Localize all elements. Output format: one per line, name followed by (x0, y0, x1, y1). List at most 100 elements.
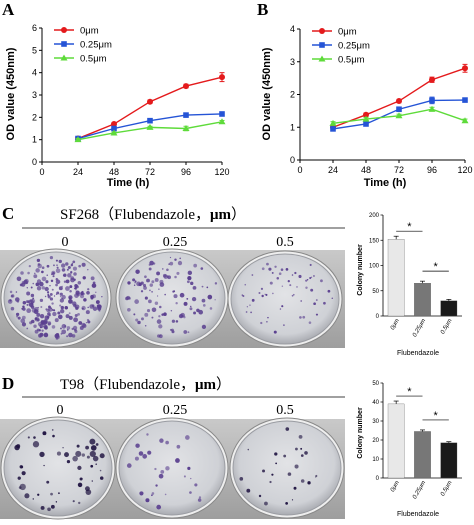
colony (49, 292, 53, 296)
colony (47, 507, 51, 512)
colony (49, 284, 51, 287)
colony (276, 277, 280, 280)
colony (190, 477, 192, 480)
colony (51, 288, 54, 291)
colony (310, 288, 314, 292)
colony (61, 329, 67, 335)
dish-agar (118, 420, 226, 516)
colony (151, 316, 154, 319)
colony (275, 462, 278, 465)
colony (305, 286, 308, 289)
colony (151, 280, 155, 284)
colony (156, 504, 162, 510)
colony (69, 285, 73, 289)
colony (22, 305, 25, 308)
colony (90, 296, 94, 300)
data-point (363, 121, 369, 127)
series-a (74, 72, 226, 143)
colony (173, 294, 178, 299)
data-point (183, 112, 189, 118)
colony (174, 275, 177, 279)
panel-d-conc-2: 0.5 (276, 403, 294, 418)
bar-d-1 (414, 431, 431, 479)
ticks-a: 0 24 48 72 96 120 0 1 2 3 4 5 6 (32, 23, 230, 177)
colony (70, 271, 73, 274)
colony (166, 268, 169, 272)
colony (7, 299, 13, 304)
colony (158, 324, 163, 329)
colony (61, 285, 63, 287)
legend-marker (319, 42, 325, 48)
colony (180, 312, 185, 318)
colony (156, 295, 159, 297)
colony (298, 435, 303, 439)
colony (160, 469, 165, 474)
colony (99, 453, 105, 459)
colony (32, 282, 35, 285)
colony (36, 312, 41, 317)
y-tick-label: 1 (32, 135, 37, 145)
colony (187, 275, 192, 281)
legend-label: 0.25μm (338, 41, 370, 52)
colony (30, 293, 35, 298)
x-tick-label: 0.5μm (440, 480, 454, 497)
x-tick-label: 0.25μm (412, 480, 427, 500)
colony (76, 444, 80, 448)
colony (41, 266, 45, 270)
y-tick-label: 0 (376, 314, 380, 320)
colony (89, 438, 96, 445)
colony (85, 310, 90, 315)
colony (62, 274, 65, 277)
colony (59, 298, 65, 303)
data-point (146, 123, 154, 130)
colony (70, 263, 74, 267)
colony (81, 477, 83, 480)
colony (246, 306, 248, 308)
dish-agar (118, 251, 226, 345)
colony (63, 280, 67, 283)
colony (260, 287, 264, 290)
bar-c-1 (414, 283, 431, 317)
colony (155, 484, 158, 487)
colony (34, 329, 39, 334)
colony (95, 300, 100, 304)
colony (77, 482, 83, 488)
colony (144, 325, 147, 327)
colony (58, 286, 63, 291)
colony (67, 273, 72, 278)
colony (258, 291, 261, 294)
data-point (362, 115, 370, 122)
colony (41, 329, 44, 332)
colony (136, 281, 141, 287)
colony (14, 297, 20, 302)
colony (33, 324, 37, 328)
legend-label: 0.25μm (80, 40, 112, 51)
colony (91, 480, 93, 482)
colony (308, 321, 312, 324)
colony (265, 293, 268, 296)
colony (50, 504, 55, 509)
y-tick-label: 0 (376, 476, 380, 482)
colony (28, 302, 34, 308)
y-axis-label-a: OD value (450nm) (5, 47, 17, 140)
colony (60, 309, 65, 314)
colony (72, 260, 76, 264)
colony (269, 480, 272, 484)
colony (84, 486, 90, 492)
colony (49, 297, 54, 301)
colony (137, 320, 141, 325)
colony (127, 281, 131, 285)
colony (176, 444, 181, 449)
colony (323, 301, 326, 305)
colony (41, 286, 45, 290)
colony (90, 445, 97, 451)
colony (60, 305, 64, 310)
colony (50, 492, 53, 496)
colony (201, 285, 204, 288)
colony (133, 313, 136, 316)
colony (295, 447, 298, 451)
colony (65, 262, 69, 266)
colony (60, 327, 62, 330)
y-tick-label: 20 (372, 438, 379, 444)
colony (148, 263, 151, 266)
